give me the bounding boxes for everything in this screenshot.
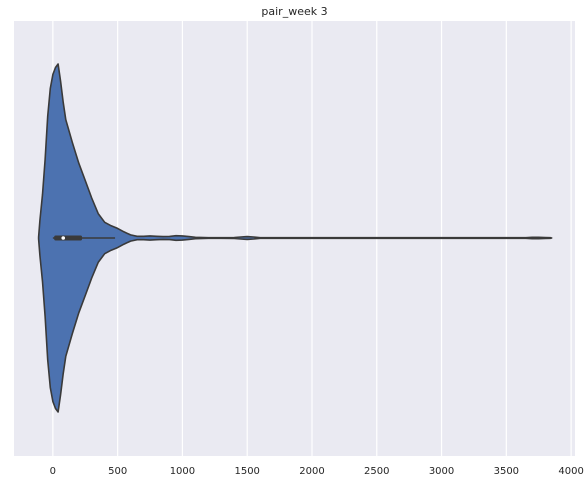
- median-point: [61, 236, 66, 240]
- x-tick-label: 2500: [364, 466, 389, 477]
- x-tick-label: 1500: [234, 466, 259, 477]
- x-tick-label: 3000: [429, 466, 454, 477]
- x-tick-label: 2000: [299, 466, 324, 477]
- x-axis-ticks: 0 500 1000 1500 2000 2500 3000 3500 4000: [50, 466, 584, 477]
- violin-body: [37, 63, 553, 413]
- chart-title: pair_week 3: [261, 5, 327, 18]
- x-tick-label: 0: [50, 466, 56, 477]
- x-tick-label: 4000: [558, 466, 583, 477]
- x-tick-label: 500: [108, 466, 127, 477]
- x-tick-label: 3500: [494, 466, 519, 477]
- box-iqr: [54, 235, 83, 241]
- x-tick-label: 1000: [170, 466, 195, 477]
